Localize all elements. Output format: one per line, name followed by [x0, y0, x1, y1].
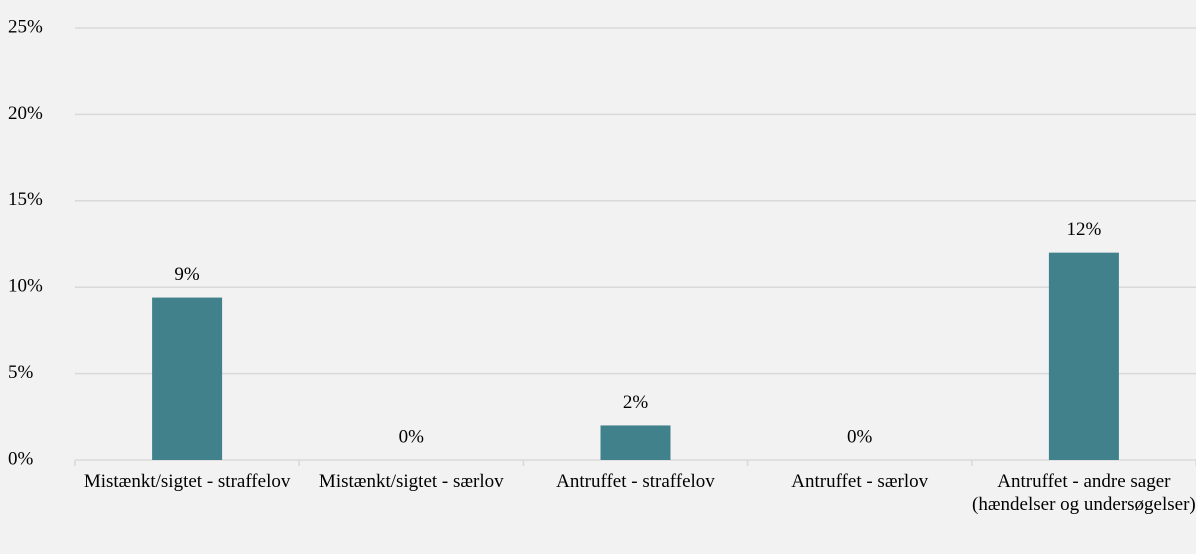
- x-tick-label: Mistænkt/sigtet - straffelov: [83, 471, 291, 492]
- y-tick-label: 20%: [8, 103, 43, 124]
- data-label: 2%: [623, 392, 649, 413]
- x-tick-label: Antruffet - andre sager (hændelser og un…: [972, 471, 1196, 515]
- y-tick-label: 15%: [8, 189, 43, 210]
- y-tick-label: 25%: [8, 16, 43, 37]
- bar: [152, 297, 223, 460]
- bar: [600, 425, 671, 460]
- y-tick-label: 5%: [8, 362, 34, 383]
- data-label: 0%: [847, 426, 873, 447]
- x-tick-label: Mistænkt/sigtet - særlov: [318, 471, 504, 492]
- data-label: 12%: [1066, 219, 1101, 240]
- y-tick-label: 10%: [8, 276, 43, 297]
- data-label: 0%: [399, 426, 425, 447]
- x-tick-label: Antruffet - straffelov: [556, 471, 715, 492]
- data-label: 9%: [174, 264, 200, 285]
- y-tick-label: 0%: [8, 448, 34, 469]
- bar: [1048, 252, 1119, 460]
- x-tick-label: Antruffet - særlov: [791, 471, 929, 492]
